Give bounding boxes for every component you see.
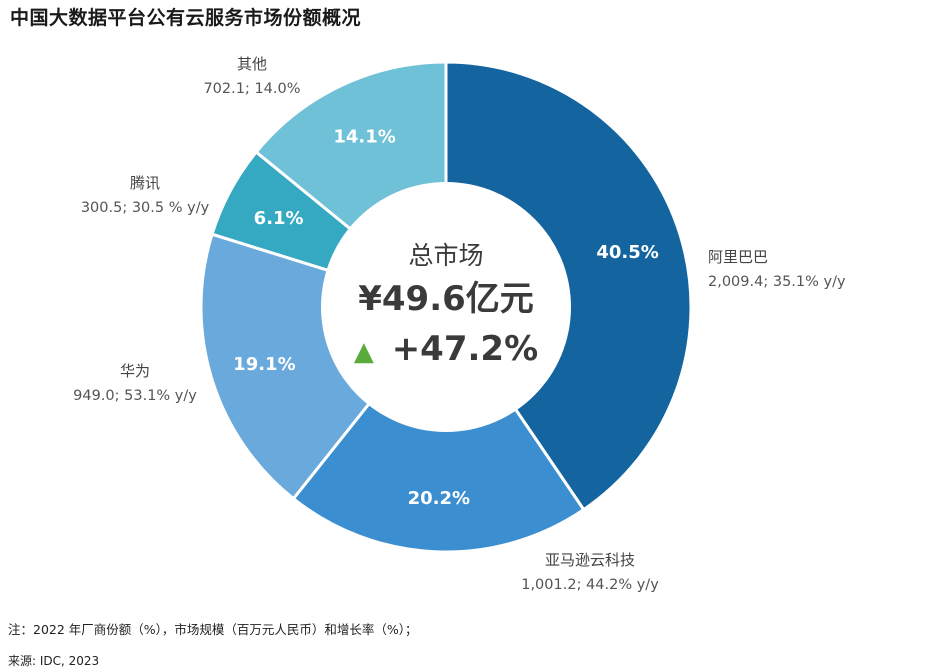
slice-percent-label: 6.1% [254, 208, 304, 229]
center-summary: 总市场 ¥49.6亿元 ▲ +47.2% [354, 241, 538, 369]
slice-detail-label: 949.0; 53.1% y/y [73, 388, 197, 404]
slice-name-label: 亚马逊云科技 [545, 551, 635, 569]
center-total-value: ¥49.6亿元 [358, 279, 534, 319]
center-total-label: 总市场 [408, 241, 483, 270]
slice-percent-label: 40.5% [596, 242, 658, 263]
slice-detail-label: 702.1; 14.0% [203, 81, 300, 97]
slice-percent-label: 19.1% [233, 354, 295, 375]
slice-detail-label: 2,009.4; 35.1% y/y [708, 274, 846, 290]
center-growth-value: +47.2% [392, 329, 538, 369]
slice-name-label: 阿里巴巴 [708, 248, 768, 266]
slice-percent-label: 14.1% [333, 126, 395, 147]
slice-percent-labels: 40.5% 20.2% 19.1% 6.1% 14.1% [233, 126, 659, 509]
footnote: 注：2022 年厂商份额（%），市场规模（百万元人民币）和增长率（%）； [8, 622, 418, 637]
slice-name-label: 腾讯 [130, 174, 160, 192]
slice-name-label: 其他 [237, 55, 267, 73]
slice-detail-label: 1,001.2; 44.2% y/y [521, 577, 659, 593]
source-note: 来源: IDC, 2023 [8, 654, 100, 668]
slice-name-label: 华为 [120, 362, 150, 380]
donut-hole [321, 182, 571, 432]
chart-title: 中国大数据平台公有云服务市场份额概况 [10, 7, 362, 29]
slice-detail-label: 300.5; 30.5 % y/y [81, 200, 210, 216]
center-growth: ▲ +47.2% [354, 329, 538, 369]
growth-up-icon: ▲ [354, 337, 374, 367]
slice-percent-label: 20.2% [408, 488, 470, 509]
slice-outer-labels: 阿里巴巴 2,009.4; 35.1% y/y 亚马逊云科技 1,001.2; 44.… [73, 55, 846, 593]
